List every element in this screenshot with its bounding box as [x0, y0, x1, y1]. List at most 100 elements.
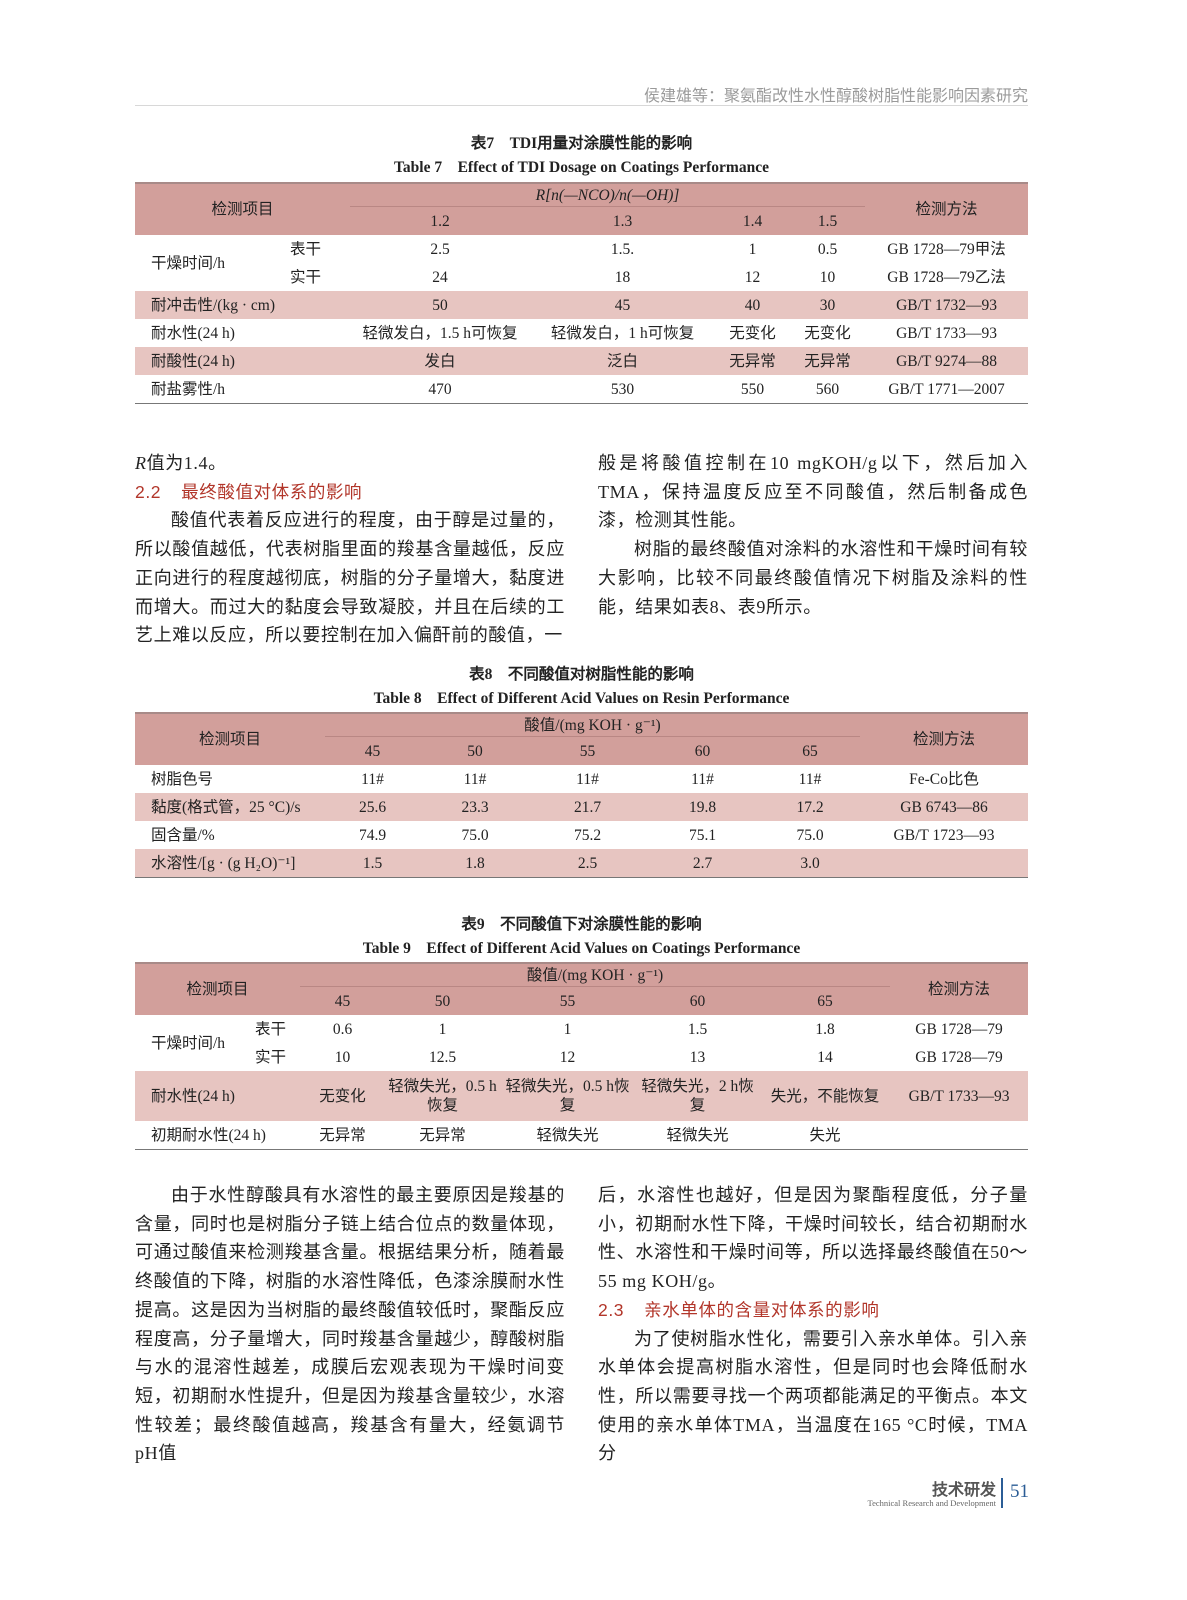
- header-rule: [135, 105, 1028, 106]
- table7-cell: 24: [432, 268, 448, 286]
- table9-cell: 1: [438, 1020, 447, 1038]
- table8-row-label: 黏度(格式管，25 °C)/s: [135, 793, 325, 821]
- table7-title-en: Table 7 Effect of TDI Dosage on Coatings…: [394, 159, 769, 176]
- table7-cell: 470: [428, 380, 452, 398]
- table8-cell: 11#: [361, 770, 384, 788]
- table7-cell: 30: [790, 291, 866, 319]
- table8-col-50: 50: [420, 736, 530, 765]
- table8-row: 水溶性/[g · (g H₂O)⁻¹] 1.5 1.8 2.5 2.7 3.0: [135, 849, 1028, 878]
- table8-cell: 25.6: [325, 793, 420, 821]
- table8-col-item: 检测项目: [135, 713, 325, 765]
- table9-subheader-row: 45 50 55 60 65: [135, 986, 1028, 1015]
- table8-row-label: 固含量/%: [151, 826, 215, 844]
- table9-method: [890, 1121, 1028, 1150]
- table7-col-1.3: 1.3: [530, 206, 716, 235]
- section-number: 2.2: [135, 481, 162, 502]
- table7-method: GB 1728—79乙法: [887, 268, 1006, 286]
- table7-row-label: 耐水性(24 h): [151, 324, 235, 342]
- table8-cell: 2.5: [530, 849, 645, 878]
- table9-row-label: 耐水性(24 h): [135, 1071, 301, 1121]
- table7-row-label: 耐冲击性/(kg · cm): [135, 291, 351, 319]
- table7-header-row: 检测项目 R[n(—NCO)/n(—OH)] 检测方法: [135, 183, 1029, 235]
- table7-col-1.2: 1.2: [350, 206, 531, 235]
- table8-cell: 75.2: [573, 826, 602, 844]
- table8-row: 固含量/% 74.9 75.0 75.2 75.1 75.0 GB/T 1723—93: [135, 821, 1028, 849]
- table9-row-label: 初期耐水性(24 h): [151, 1126, 266, 1144]
- table7-cell: 无变化: [804, 324, 851, 342]
- table9-cell: 1: [563, 1020, 572, 1038]
- table8-cell: 11#: [576, 770, 599, 788]
- table9-col-group: 酸值/(mg KOH · g⁻¹): [300, 963, 891, 987]
- section-heading-2-2: 2.2 最终酸值对体系的影响: [135, 478, 565, 507]
- table8-method: GB 6743—86: [860, 793, 1028, 821]
- table7-cell: 530: [610, 380, 635, 398]
- table8-cell: 21.7: [530, 793, 645, 821]
- table9-col-50: 50: [385, 986, 501, 1015]
- table7-cell: 2.5: [430, 240, 450, 258]
- table9-col-method: 检测方法: [890, 963, 1029, 1015]
- paragraph: 后，水溶性也越好，但是因为聚酯程度低，分子量小，初期耐水性下降，干燥时间较长，结…: [598, 1185, 1028, 1292]
- table7-cell: 轻微发白，1.5 h可恢复: [362, 324, 518, 342]
- table9-cell: 无异常: [419, 1126, 466, 1144]
- table7-col-method: 检测方法: [865, 183, 1029, 235]
- table7-cell: 45: [530, 291, 716, 319]
- running-title: 侯建雄等：聚氨酯改性水性醇酸树脂性能影响因素研究: [643, 88, 1028, 105]
- table9-cell: 12.5: [428, 1048, 457, 1066]
- table7: 检测项目 R[n(—NCO)/n(—OH)] 检测方法 1.2 1.3 1.4 1.5…: [135, 182, 1029, 404]
- table9-cell: 轻微失光: [536, 1126, 599, 1144]
- table9-cell: 轻微失光，2 h恢复: [635, 1071, 761, 1121]
- table7-cell: 无变化: [729, 324, 776, 342]
- table8-col-group: 酸值/(mg KOH · g⁻¹): [325, 713, 860, 737]
- table8-subheader-row: 45 50 55 60 65: [135, 736, 1028, 765]
- table9-cell: 轻微失光，0.5 h恢复: [385, 1071, 501, 1121]
- table9-col-45: 45: [300, 986, 386, 1015]
- table7-row: 干燥时间/h 表干 2.5 1.5. 1 0.5 GB 1728—79甲法: [135, 235, 1028, 272]
- table7-col-item: 检测项目: [135, 183, 351, 235]
- r-value-line: R值为1.4。: [135, 453, 227, 473]
- table8-cell: 3.0: [760, 849, 860, 878]
- table9-title-en: Table 9 Effect of Different Acid Values …: [362, 940, 801, 957]
- table7-cell: 18: [614, 268, 631, 286]
- right-column-top: 般是将酸值控制在10 mgKOH/g以下，然后加入TMA，保持温度反应至不同酸值…: [598, 449, 1028, 621]
- table8-method: [860, 849, 1028, 878]
- table9-col-item: 检测项目: [135, 963, 301, 1015]
- table8-cell: 11#: [463, 770, 487, 788]
- table9-cell: 失光: [809, 1126, 841, 1144]
- table8-cell: 2.7: [645, 849, 760, 878]
- table9-group-label: 干燥时间/h: [151, 1034, 226, 1052]
- table8-row: 树脂色号 11# 11# 11# 11# 11# Fe-Co比色: [135, 765, 1028, 793]
- table7-col-1.4: 1.4: [715, 206, 791, 235]
- table8-row-label: 水溶性/[g · (g H₂O)⁻¹]: [135, 849, 325, 878]
- table8-col-55: 55: [530, 736, 645, 765]
- table9-cell: 0.6: [332, 1020, 353, 1038]
- table8-cell: 11#: [691, 770, 714, 788]
- table8-cell: 75.0: [461, 826, 489, 844]
- section-title: 最终酸值对体系的影响: [181, 481, 363, 502]
- table7-cell: 10: [819, 268, 836, 286]
- table7-method: GB/T 9274—88: [865, 347, 1029, 375]
- table9-cell: 1.8: [815, 1020, 835, 1038]
- table7-cell: 40: [715, 291, 791, 319]
- table7-row-label: 耐酸性(24 h): [135, 347, 351, 375]
- table7-cell: 轻微发白，1 h可恢复: [550, 324, 695, 342]
- table7-row: 耐盐雾性/h 470 530 550 560 GB/T 1771—2007: [135, 375, 1028, 404]
- table9-cell: 12: [559, 1048, 576, 1066]
- table8-header-row: 检测项目 酸值/(mg KOH · g⁻¹) 检测方法: [135, 713, 1028, 765]
- table7-row: 耐水性(24 h) 轻微发白，1.5 h可恢复 轻微发白，1 h可恢复 无变化 无变化 G…: [135, 319, 1028, 347]
- table7-method: GB/T 1771—2007: [888, 380, 1005, 398]
- table9-cell: 1.5: [687, 1020, 708, 1038]
- table8-col-60: 60: [645, 736, 760, 765]
- table9-cell: 14: [817, 1048, 833, 1066]
- table7-cell: 560: [815, 380, 840, 398]
- table8: 检测项目 酸值/(mg KOH · g⁻¹) 检测方法 45 50 55 60 65 树…: [135, 712, 1028, 878]
- table9-header-row: 检测项目 酸值/(mg KOH · g⁻¹) 检测方法: [135, 963, 1029, 1015]
- table7-cell: 0.5: [817, 240, 838, 258]
- table9-cell: 轻微失光: [666, 1126, 729, 1144]
- table7-cell: 无异常: [715, 347, 791, 375]
- table9-method: GB 1728—79: [915, 1048, 1003, 1066]
- table7-row: 耐酸性(24 h) 发白 泛白 无异常 无异常 GB/T 9274—88: [135, 347, 1029, 375]
- left-column-top: R值为1.4。 2.2 最终酸值对体系的影响 酸值代表着反应进行的程度，由于醇是过…: [135, 449, 565, 650]
- table7-cell: 12: [744, 268, 761, 286]
- paragraph: 为了使树脂水性化，需要引入亲水单体。引入亲水单体会提高树脂水溶性，但是同时也会降…: [598, 1328, 1028, 1464]
- table7-row: 实干 24 18 12 10 GB 1728—79乙法: [135, 263, 1028, 291]
